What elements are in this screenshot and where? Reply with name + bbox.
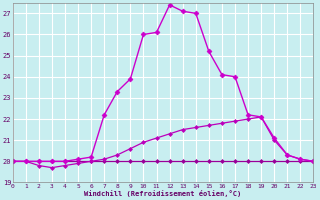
X-axis label: Windchill (Refroidissement éolien,°C): Windchill (Refroidissement éolien,°C) bbox=[84, 190, 242, 197]
